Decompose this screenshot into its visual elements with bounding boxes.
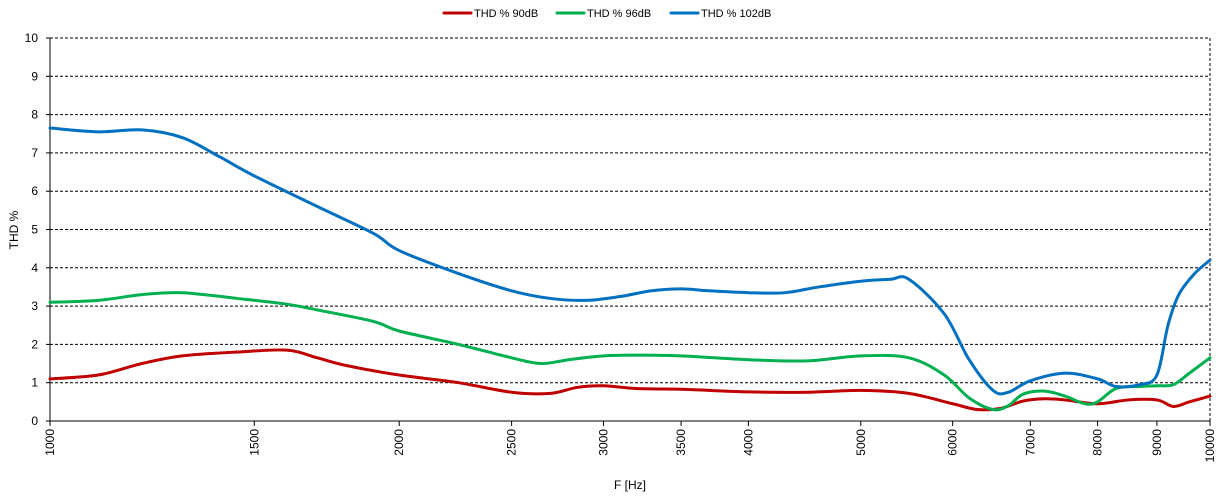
y-tick-label: 1 bbox=[31, 376, 38, 390]
legend: THD % 90dB THD % 96dB THD % 102dB bbox=[442, 8, 771, 20]
legend-label-1: THD % 90dB bbox=[474, 8, 538, 20]
gridlines bbox=[50, 37, 1211, 421]
series-line-2 bbox=[48, 291, 1212, 412]
y-tick-label: 0 bbox=[31, 414, 38, 428]
legend-label-3: THD % 102dB bbox=[701, 8, 771, 20]
x-tick-labels: 1000 1500 2000 2500 3000 3500 4000 5000 6000 7000… bbox=[43, 429, 1217, 463]
x-tick-label: 3000 bbox=[596, 429, 610, 456]
y-tick-label: 3 bbox=[31, 299, 38, 313]
x-tick-label: 1000 bbox=[43, 429, 57, 456]
y-tick-label: 10 bbox=[25, 31, 39, 45]
y-tick-label: 6 bbox=[31, 184, 38, 198]
x-tick-label: 4000 bbox=[741, 429, 755, 456]
axes bbox=[46, 37, 1211, 426]
x-tick-label: 1500 bbox=[247, 429, 261, 456]
x-tick-label: 3500 bbox=[674, 429, 688, 456]
x-tick-label: 2000 bbox=[392, 429, 406, 456]
y-tick-label: 7 bbox=[31, 146, 38, 160]
x-tick-label: 2500 bbox=[505, 429, 519, 456]
y-axis-label: THD % bbox=[7, 210, 21, 249]
x-tick-label: 9000 bbox=[1150, 429, 1164, 456]
x-tick-label: 5000 bbox=[854, 429, 868, 456]
y-tick-label: 8 bbox=[31, 108, 38, 122]
y-tick-label: 2 bbox=[31, 337, 38, 351]
x-axis-label: F [Hz] bbox=[614, 478, 646, 492]
series-line-3 bbox=[48, 126, 1212, 396]
legend-label-2: THD % 96dB bbox=[587, 8, 651, 20]
y-tick-label: 9 bbox=[31, 69, 38, 83]
y-tick-labels: 0 1 2 3 4 5 6 7 8 9 10 bbox=[25, 31, 39, 428]
x-tick-label: 7000 bbox=[1023, 429, 1037, 456]
x-tick-label: 8000 bbox=[1091, 429, 1105, 456]
x-tick-label: 10000 bbox=[1203, 429, 1217, 463]
y-tick-label: 4 bbox=[31, 261, 38, 275]
x-tick-label: 6000 bbox=[946, 429, 960, 456]
y-tick-label: 5 bbox=[31, 223, 38, 237]
series-lines bbox=[48, 126, 1212, 412]
